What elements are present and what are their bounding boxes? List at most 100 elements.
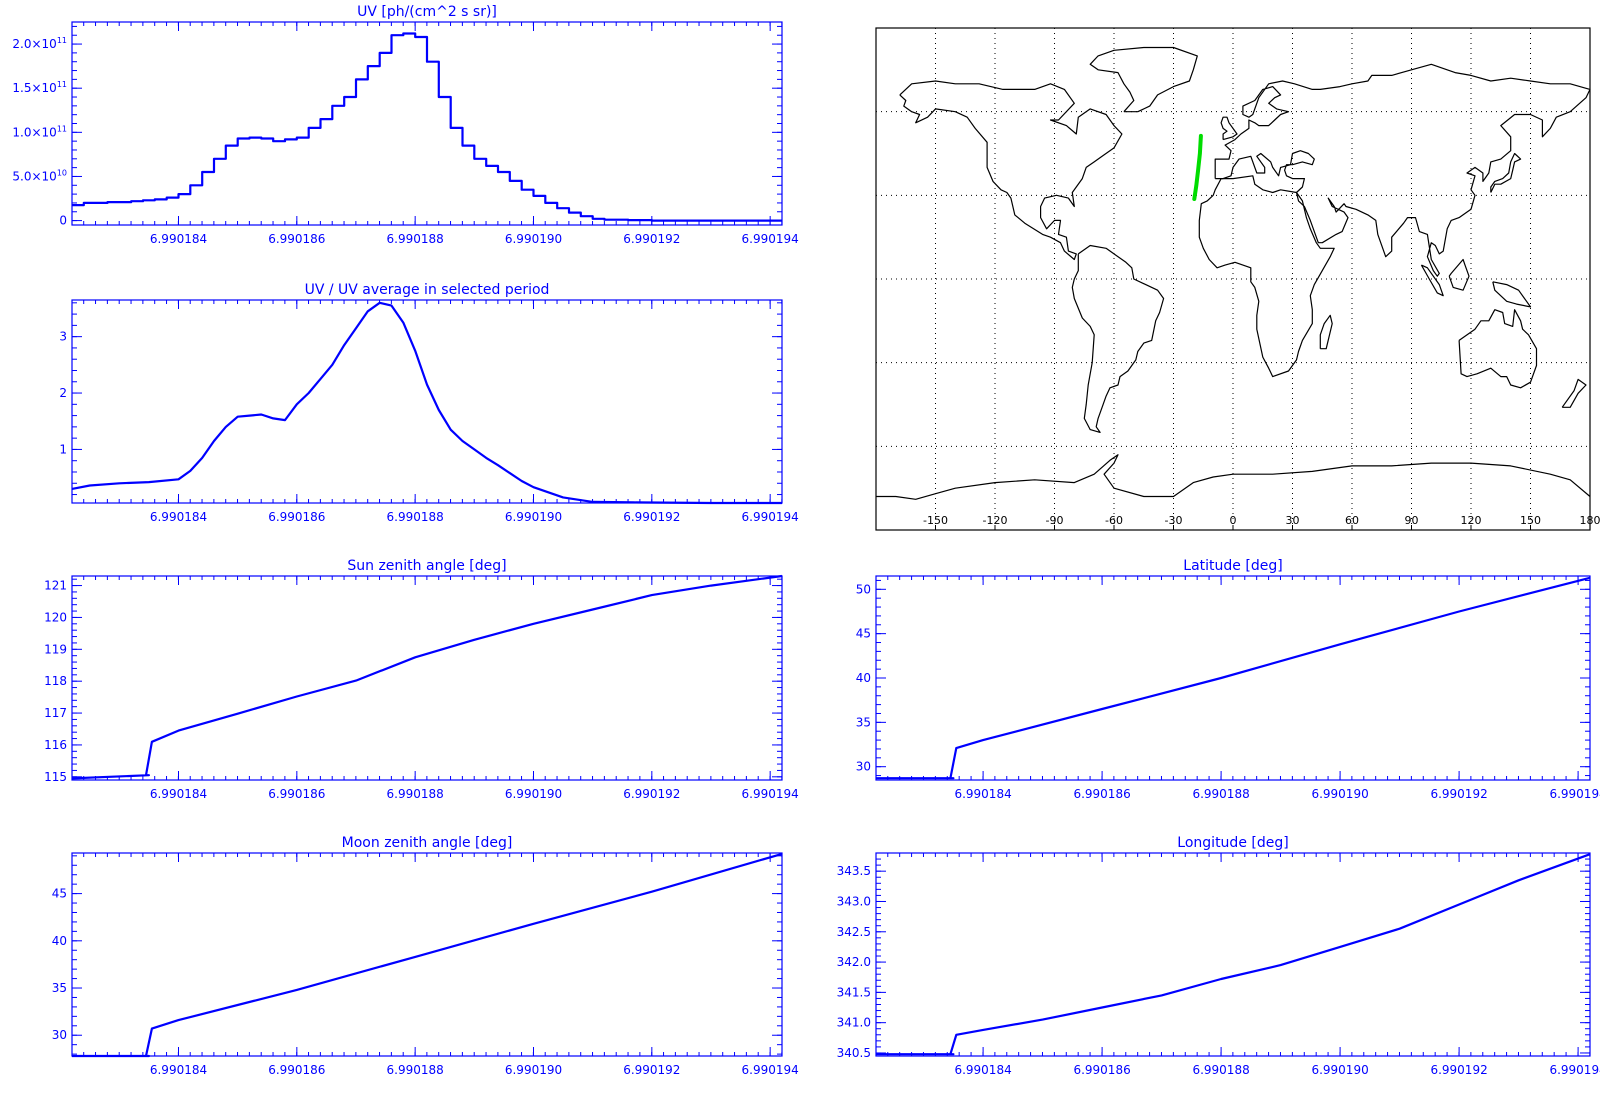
sza-frame (71, 575, 783, 781)
map-coastline-madagascar (1319, 314, 1333, 350)
map-x-tick-label: -150 (923, 514, 948, 527)
sza-y-tick-label: 121 (44, 579, 67, 593)
uv-x-tick-label: 6.990192 (623, 232, 680, 246)
map-coastline-australia (1458, 309, 1538, 389)
mza-y-tick-label: 35 (52, 981, 67, 995)
sza-x-tick-label: 6.990188 (387, 787, 444, 801)
map-x-tick-label: -90 (1046, 514, 1064, 527)
lat-x-tick-label: 6.990190 (1311, 787, 1368, 801)
map-x-tick-label: 60 (1345, 514, 1359, 527)
sza-x-tick-label: 6.990190 (505, 787, 562, 801)
mza-x-tick-label: 6.990190 (505, 1063, 562, 1077)
map-coastline-eurasia (1214, 63, 1591, 277)
lat-y-tick-label: 30 (856, 760, 871, 774)
uvratio-x-tick-label: 6.990194 (742, 510, 799, 524)
map-coastline-japan (1490, 152, 1522, 193)
map-coastline-borneo (1448, 258, 1470, 291)
uv-title: UV [ph/(cm^2 s sr)] (357, 4, 497, 20)
lat-x-tick-label: 6.990192 (1430, 787, 1487, 801)
lat-y-tick-label: 35 (856, 715, 871, 729)
sza-title: Sun zenith angle [deg] (347, 558, 506, 574)
mza-y-tick-label: 40 (52, 934, 67, 948)
uvratio-series-line (71, 301, 782, 505)
map-coastline-sumatra (1420, 264, 1444, 297)
uvratio-x-tick-label: 6.990188 (387, 510, 444, 524)
map-coastline-africa (1198, 175, 1335, 378)
map-x-tick-label: -60 (1105, 514, 1123, 527)
uvratio-x-tick-label: 6.990184 (150, 510, 207, 524)
lon-frame (875, 852, 1591, 1057)
uv-y-tick-label: 1.5×1011 (12, 80, 67, 95)
sza-y-tick-label: 116 (44, 738, 67, 752)
lon-x-tick-label: 6.990188 (1192, 1063, 1249, 1077)
uvratio-y-tick-label: 3 (59, 330, 67, 344)
lon-x-tick-label: 6.990194 (1549, 1063, 1600, 1077)
mza-y-tick-label: 45 (52, 887, 67, 901)
lat-y-tick-label: 45 (856, 627, 871, 641)
map-coastline-antarctica (876, 454, 1591, 500)
mza-chart: Moon zenith angle [deg] 6.990184 6.990186 6… (52, 835, 799, 1077)
uv-x-tick-label: 6.990190 (505, 232, 562, 246)
mza-x-tick-label: 6.990192 (623, 1063, 680, 1077)
sza-y-tick-label: 120 (44, 610, 67, 624)
mza-x-tick-label: 6.990184 (150, 1063, 207, 1077)
lon-title: Longitude [deg] (1177, 835, 1288, 851)
lon-y-tick-label: 342.0 (837, 955, 871, 969)
sza-x-tick-label: 6.990184 (150, 787, 207, 801)
mza-y-tick-label: 30 (52, 1028, 67, 1042)
sza-y-tick-label: 115 (44, 770, 67, 784)
map-coastline-british-isles (1220, 116, 1238, 141)
uvratio-frame (71, 299, 783, 504)
mza-x-tick-label: 6.990188 (387, 1063, 444, 1077)
lat-series-line (876, 576, 1591, 780)
lat-y-tick-label: 50 (856, 582, 871, 596)
uv-x-tick-label: 6.990184 (150, 232, 207, 246)
uv-y-tick-exponent: 11 (57, 36, 67, 45)
uv-x-tick-label: 6.990188 (387, 232, 444, 246)
map-x-tick-label: 120 (1461, 514, 1482, 527)
uv-x-tick-label: 6.990186 (268, 232, 325, 246)
uvratio-title: UV / UV average in selected period (305, 282, 550, 298)
uv-y-tick-exponent: 10 (57, 168, 67, 177)
sza-y-tick-label: 119 (44, 642, 67, 656)
uv-y-tick-label: 5.0×1010 (12, 168, 67, 183)
lon-y-tick-label: 341.0 (837, 1016, 871, 1030)
uv-y-tick-label: 1.0×1011 (12, 124, 67, 139)
mza-x-tick-label: 6.990194 (742, 1063, 799, 1077)
map-x-tick-label: -30 (1165, 514, 1183, 527)
uvratio-y-tick-label: 1 (59, 442, 67, 456)
map-coastline-new-guinea (1492, 281, 1532, 308)
sza-x-tick-label: 6.990194 (742, 787, 799, 801)
lon-x-tick-label: 6.990192 (1430, 1063, 1487, 1077)
lon-y-tick-label: 340.5 (837, 1046, 871, 1060)
map-coastline-new-zealand (1561, 378, 1587, 408)
uvratio-y-tick-label: 2 (59, 386, 67, 400)
sza-series-line (71, 574, 783, 780)
lon-x-tick-label: 6.990190 (1311, 1063, 1368, 1077)
sza-x-tick-label: 6.990186 (268, 787, 325, 801)
uv-y-tick-exponent: 11 (57, 124, 67, 133)
lon-y-tick-label: 343.5 (837, 864, 871, 878)
map-coastline-north-america (899, 80, 1123, 261)
lat-title: Latitude [deg] (1183, 558, 1282, 574)
sza-chart: Sun zenith angle [deg] 6.990184 6.990186 6.… (44, 558, 799, 801)
map-x-tick-label: 90 (1405, 514, 1419, 527)
lat-x-tick-label: 6.990188 (1192, 787, 1249, 801)
map-chart: -150 -120 -90 -60 -30 0 30 60 90 120 150 180 (875, 27, 1600, 531)
lat-chart: Latitude [deg] 6.990184 6.990186 6.990188 6.… (856, 558, 1600, 801)
sza-y-tick-label: 117 (44, 706, 67, 720)
map-track-line (1192, 133, 1203, 201)
lat-y-tick-label: 40 (856, 671, 871, 685)
mza-series-line (72, 852, 783, 1058)
lat-x-tick-label: 6.990184 (954, 787, 1011, 801)
uvratio-chart: UV / UV average in selected period 6.9901… (59, 282, 798, 524)
uv-y-tick-label: 0 (59, 214, 67, 228)
lon-y-tick-label: 343.0 (837, 894, 871, 908)
lon-x-tick-label: 6.990186 (1073, 1063, 1130, 1077)
lat-x-tick-label: 6.990194 (1549, 787, 1600, 801)
uvratio-x-tick-label: 6.990190 (505, 510, 562, 524)
sza-y-tick-label: 118 (44, 674, 67, 688)
map-coastline-south-america (1071, 244, 1165, 433)
uv-y-tick-exponent: 11 (57, 80, 67, 89)
